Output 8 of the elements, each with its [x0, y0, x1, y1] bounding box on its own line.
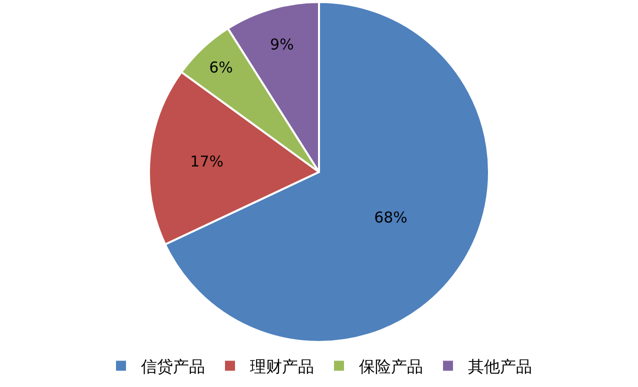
legend-label: 保险产品 [359, 356, 423, 376]
legend-label: 理财产品 [250, 356, 314, 376]
legend-label: 其他产品 [468, 356, 532, 376]
data-label: 6% [209, 58, 233, 77]
legend-label: 信贷产品 [141, 356, 205, 376]
data-label: 17% [190, 152, 224, 170]
data-label: 9% [270, 35, 294, 54]
data-label: 68% [374, 208, 408, 227]
